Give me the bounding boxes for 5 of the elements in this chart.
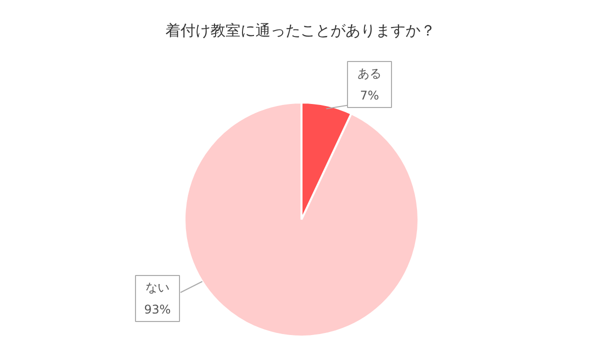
data-label: 7% xyxy=(360,88,380,102)
slice-label: ある xyxy=(358,66,382,80)
slice-label: ない xyxy=(146,280,170,294)
chart-title: 着付け教室に通ったことがありますか？ xyxy=(166,22,436,40)
data-label: 93% xyxy=(144,302,171,316)
